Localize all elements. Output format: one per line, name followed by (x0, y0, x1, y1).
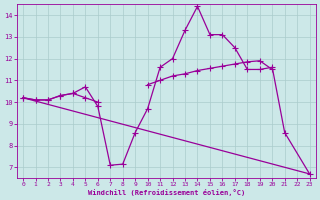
X-axis label: Windchill (Refroidissement éolien,°C): Windchill (Refroidissement éolien,°C) (88, 189, 245, 196)
